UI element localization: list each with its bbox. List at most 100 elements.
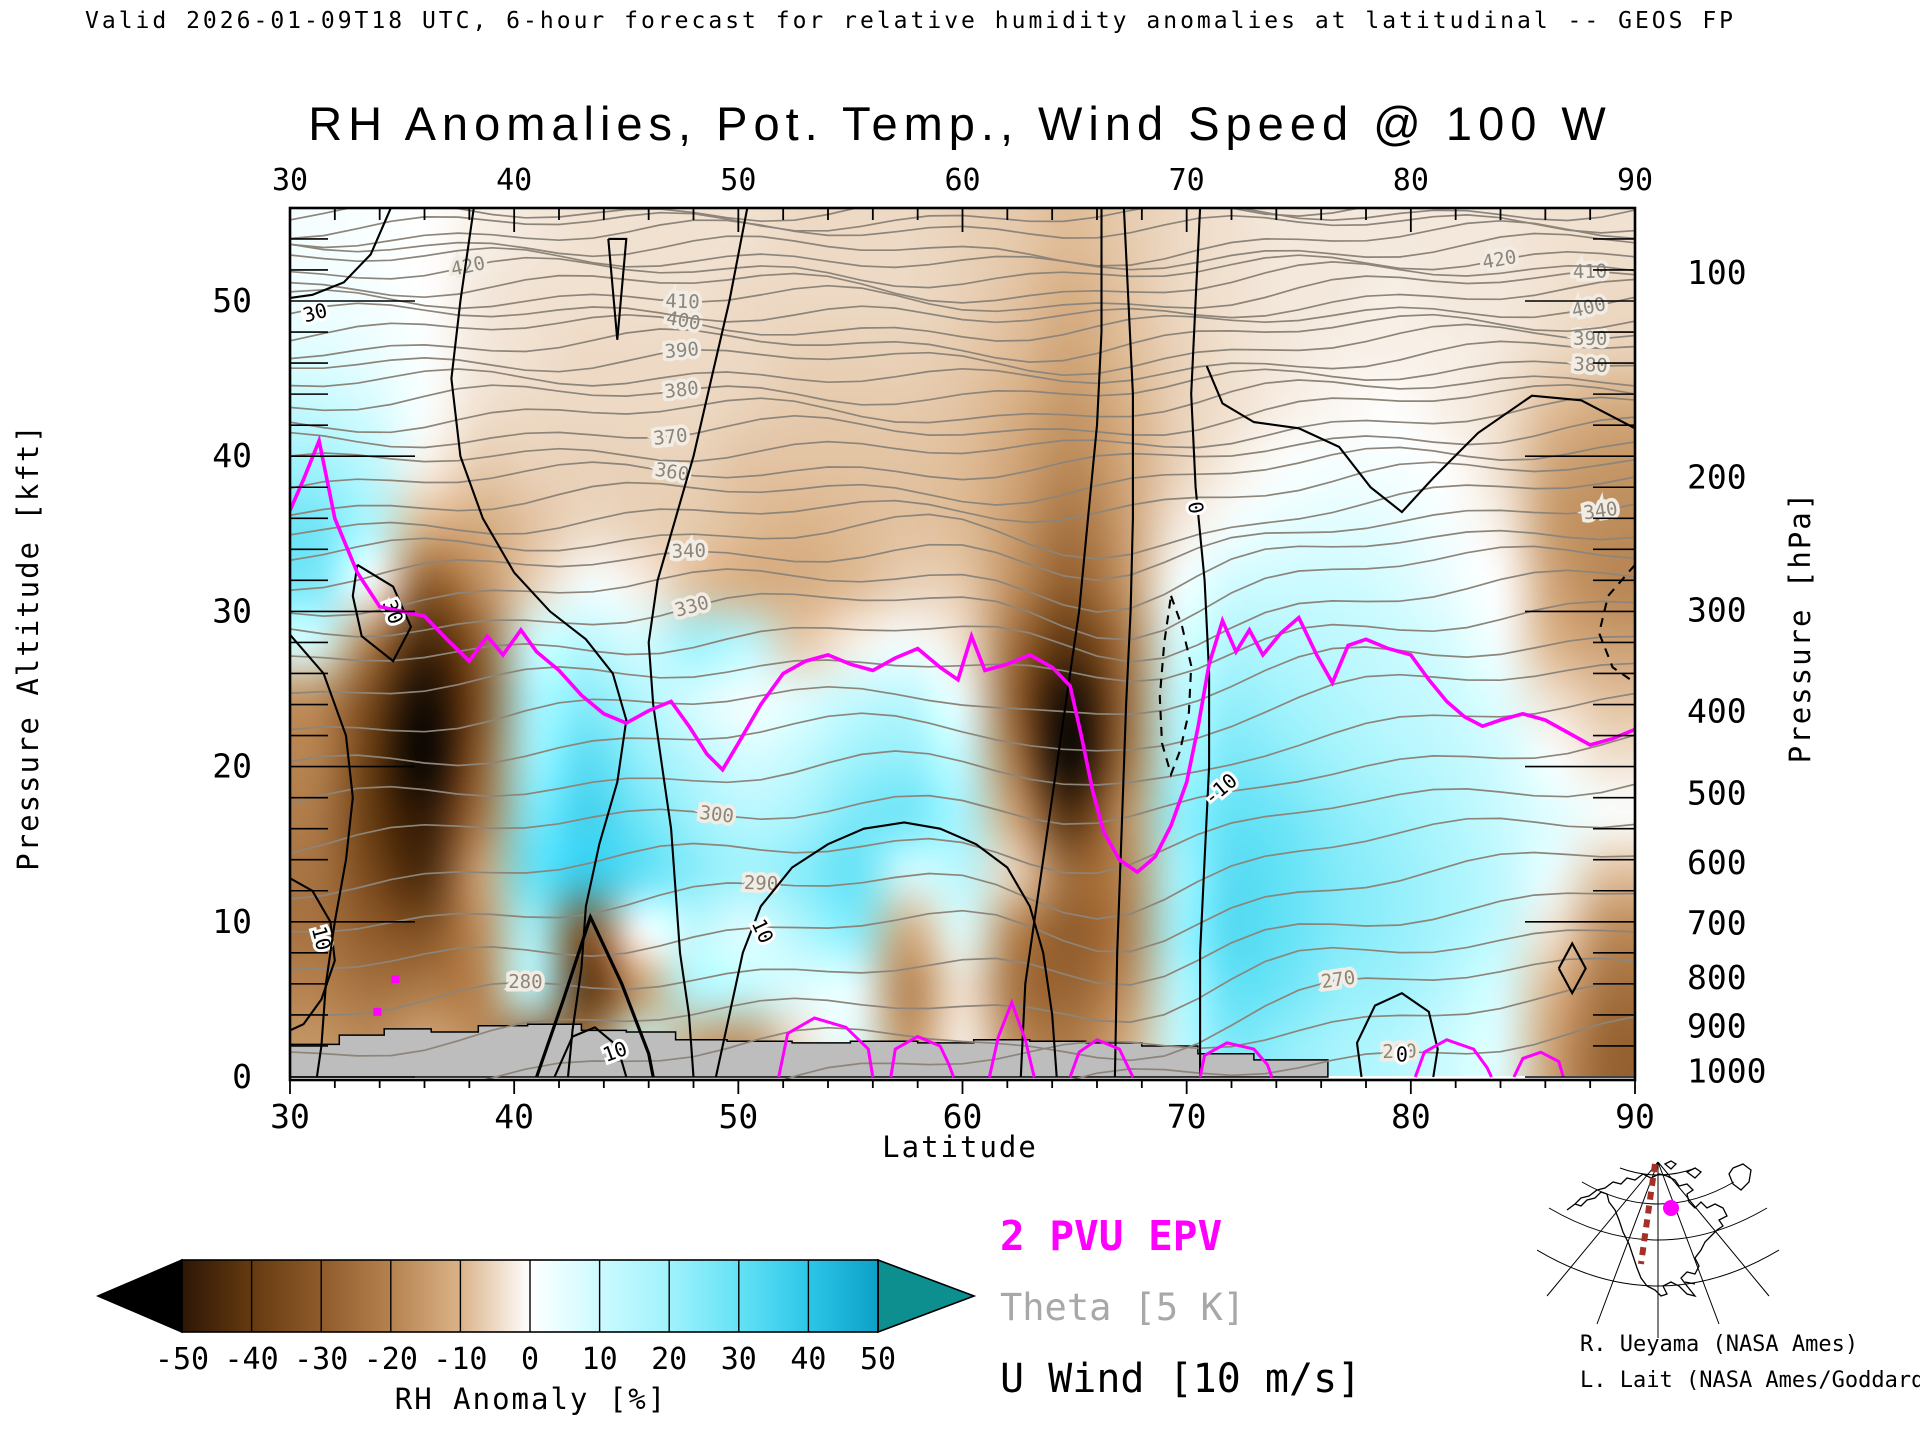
colorbar-under-arrow	[95, 1258, 183, 1334]
theta-contour	[291, 313, 1634, 363]
tick-label: 70	[1167, 1097, 1207, 1136]
colorbar	[95, 1258, 977, 1342]
credit-line-2: L. Lait (NASA Ames/Goddard)	[1580, 1368, 1920, 1393]
colorbar-tick-label: -50	[154, 1342, 210, 1377]
uwind-contour	[647, 209, 749, 1078]
theta-contour-label: 380	[1573, 353, 1608, 377]
epv-surface-contour	[777, 1016, 875, 1078]
theta-contour	[291, 783, 1634, 900]
theta-contour-label: 280	[508, 971, 542, 993]
theta-contour	[291, 662, 1634, 767]
theta-contour	[483, 957, 1634, 1079]
tick-label: 80	[1391, 1097, 1431, 1136]
uwind-contour	[1113, 209, 1134, 1078]
epv-surface-contour	[1198, 1041, 1274, 1078]
uwind-contour	[1355, 991, 1439, 1078]
theta-contour-label: 410	[665, 290, 700, 313]
inset-map	[1537, 1160, 1780, 1338]
tick-label: 1000	[1687, 1051, 1766, 1090]
colorbar-tick-label: 0	[520, 1342, 540, 1377]
epv-surface-contour	[889, 1034, 955, 1078]
theta-contour	[291, 503, 1634, 591]
tick-label: 100	[1687, 253, 1747, 292]
tick-label: 30	[212, 591, 252, 630]
epv-surface-contour	[1068, 1038, 1135, 1078]
epv-marker	[373, 1007, 382, 1016]
theta-contour	[291, 600, 1634, 695]
theta-contour	[291, 851, 1634, 970]
theta-contour	[291, 545, 1634, 641]
uwind-contour	[607, 237, 628, 340]
theta-contour	[291, 340, 1634, 388]
colorbar-tick-label: 20	[651, 1342, 688, 1377]
theta-contour-label: 340	[1582, 498, 1619, 525]
tick-label: 0	[232, 1057, 252, 1096]
theta-contour-label: 270	[1320, 967, 1357, 994]
valid-note: Valid 2026-01-09T18 UTC, 6-hour forecast…	[85, 8, 1737, 34]
uwind-contour	[553, 1026, 628, 1078]
theta-contour	[291, 278, 1634, 324]
theta-contour	[291, 635, 1634, 733]
tick-label: 50	[212, 281, 252, 320]
theta-contour	[1071, 1015, 1634, 1079]
uwind-contour	[1019, 209, 1103, 1078]
x-axis-title: Latitude	[882, 1130, 1038, 1164]
legend-item-uwind: U Wind [10 m/s]	[1000, 1356, 1362, 1402]
uwind-contour-label: 0	[1396, 1042, 1408, 1066]
theta-contour	[291, 458, 1634, 536]
tick-label: 40	[496, 163, 532, 198]
colorbar-tick-label: -20	[363, 1342, 418, 1377]
map-coastline	[1566, 1160, 1752, 1298]
uwind-contour	[714, 821, 1058, 1078]
theta-contour-label: 420	[1481, 246, 1519, 274]
theta-contour	[291, 416, 1634, 489]
legend-item-theta: Theta [5 K]	[1000, 1286, 1246, 1329]
uwind-contour	[291, 209, 392, 299]
theta-contour-label: 340	[671, 540, 706, 563]
theta-contour-label: 390	[664, 338, 700, 363]
theta-contour-label: 260	[1382, 1040, 1417, 1063]
theta-contour	[291, 360, 1634, 412]
tick-label: 600	[1687, 843, 1747, 882]
tick-label: 60	[944, 163, 980, 198]
uwind-contour	[1190, 209, 1211, 1077]
colorbar-tick-label: -30	[294, 1342, 349, 1377]
theta-contour	[291, 734, 1634, 855]
tick-label: 500	[1687, 773, 1747, 812]
colorbar-tick-label: 40	[790, 1342, 827, 1377]
colorbar-tick-label: -40	[224, 1342, 279, 1377]
epv-2pvu-line	[291, 434, 1634, 875]
theta-contour-label: 370	[652, 424, 688, 449]
tick-label: 800	[1687, 958, 1747, 997]
epv-surface-contour	[1413, 1038, 1493, 1078]
map-cross-section-line	[1638, 1163, 1658, 1265]
tick-label: 70	[1169, 163, 1205, 198]
tick-label: 40	[212, 436, 252, 475]
legend-item-epv: 2 PVU EPV	[1000, 1212, 1223, 1260]
tick-label: 400	[1687, 691, 1747, 730]
theta-contour	[291, 396, 1634, 463]
tick-label: 20	[212, 747, 252, 786]
theta-contour-label: 290	[743, 872, 778, 895]
uwind-contour	[1557, 941, 1587, 996]
theta-contour	[291, 296, 1634, 342]
tick-label: 700	[1687, 904, 1747, 943]
tick-label: 50	[718, 1097, 758, 1136]
tick-label: 10	[212, 902, 252, 941]
theta-contour	[291, 892, 1634, 1016]
colorbar-svg	[95, 1258, 977, 1334]
theta-contour-label: 390	[1573, 328, 1607, 350]
theta-contour-label: 400	[1570, 293, 1608, 322]
colorbar-tick-label: 50	[859, 1342, 897, 1377]
theta-contour	[783, 983, 1634, 1079]
theta-contour	[291, 323, 1634, 377]
theta-contour	[291, 383, 1634, 449]
theta-contour	[291, 692, 1634, 805]
epv-surface-contour	[1512, 1050, 1565, 1078]
theta-contour-label: 330	[673, 592, 712, 622]
epv-surface-contour	[987, 998, 1036, 1078]
uwind-contour	[1158, 595, 1193, 778]
theta-contour	[291, 219, 1634, 267]
